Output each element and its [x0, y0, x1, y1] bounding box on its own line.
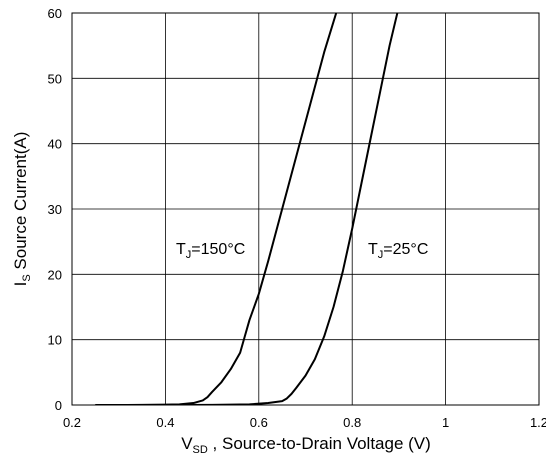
x-tick-label: 1.2 — [530, 415, 546, 430]
series-label-150c-main: T — [176, 241, 186, 258]
x-axis-label-sub: SD — [193, 444, 208, 456]
y-tick-labels: 0 10 20 30 40 50 60 — [48, 6, 62, 413]
y-tick-label: 60 — [48, 6, 62, 21]
x-tick-label: 0.6 — [250, 415, 268, 430]
x-tick-label: 0.2 — [63, 415, 81, 430]
series-label-150c-rest: =150°C — [191, 241, 245, 258]
y-tick-label: 10 — [48, 333, 62, 348]
series-label-25c-rest: =25°C — [383, 241, 428, 258]
y-axis-label: IS Source Current(A) — [11, 132, 33, 287]
series-line-150c — [95, 13, 338, 405]
series-label-25c: TJ=25°C — [368, 241, 428, 261]
x-tick-label: 1 — [442, 415, 449, 430]
x-axis-label: VSD , Source-to-Drain Voltage (V) — [181, 434, 431, 456]
y-tick-label: 0 — [55, 398, 62, 413]
series-layer — [95, 13, 399, 405]
grid — [72, 13, 539, 405]
y-axis-label-main: I — [11, 282, 30, 287]
y-axis-label-rest: Source Current(A) — [11, 132, 30, 275]
series-line-25c — [95, 13, 399, 405]
x-axis-label-main: V — [181, 434, 193, 453]
x-axis-label-rest: , Source-to-Drain Voltage (V) — [208, 434, 431, 453]
y-tick-label: 50 — [48, 71, 62, 86]
x-tick-label: 0.8 — [343, 415, 361, 430]
plot-frame — [71, 12, 540, 406]
y-axis-label-sub: S — [21, 274, 33, 281]
x-tick-label: 0.4 — [156, 415, 174, 430]
y-tick-label: 30 — [48, 202, 62, 217]
series-label-25c-main: T — [368, 241, 378, 258]
series-label-150c-sub: J — [186, 249, 192, 261]
series-label-25c-sub: J — [378, 249, 384, 261]
y-tick-label: 40 — [48, 137, 62, 152]
x-tick-labels: 0.2 0.4 0.6 0.8 1 1.2 — [63, 415, 546, 430]
series-label-150c: TJ=150°C — [176, 241, 245, 261]
y-tick-label: 20 — [48, 267, 62, 282]
